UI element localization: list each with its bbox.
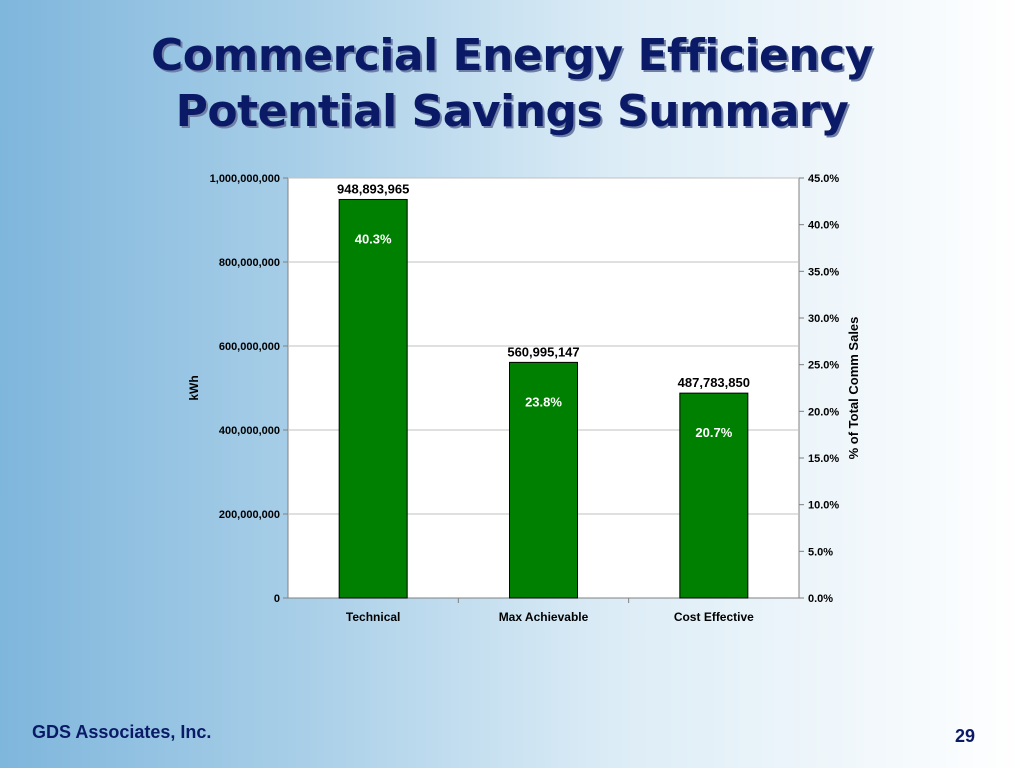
- slide-title: Commercial Energy Efficiency Potential S…: [0, 28, 1024, 140]
- bar-percent-label: 20.7%: [695, 425, 732, 440]
- y2-axis-title: % of Total Comm Sales: [846, 317, 861, 460]
- bar-value-label: 560,995,147: [507, 344, 579, 359]
- bar-percent-label: 40.3%: [355, 231, 392, 246]
- y-tick-label: 600,000,000: [219, 341, 280, 353]
- bar-technical: [338, 198, 408, 599]
- y2-tick-label: 15.0%: [808, 453, 839, 465]
- y2-tick-label: 5.0%: [808, 546, 833, 558]
- y2-tick-label: 20.0%: [808, 406, 839, 418]
- y-tick-label: 1,000,000,000: [210, 173, 280, 185]
- bar-percent-label: 23.8%: [525, 394, 562, 409]
- y-tick-label: 0: [274, 593, 280, 605]
- y2-tick-label: 30.0%: [808, 313, 839, 325]
- x-category-label: Cost Effective: [674, 610, 754, 624]
- footer-organization: GDS Associates, Inc.: [32, 722, 212, 742]
- y-tick-label: 800,000,000: [219, 257, 280, 269]
- y2-tick-label: 40.0%: [808, 220, 839, 232]
- x-category-label: Technical: [346, 610, 400, 624]
- x-category-label: Max Achievable: [499, 610, 589, 624]
- page-number: 29: [954, 726, 976, 746]
- bar-max-achievable: [509, 361, 578, 599]
- y-tick-label: 200,000,000: [219, 509, 280, 521]
- title-line-2: Potential Savings Summary: [175, 86, 849, 137]
- y2-tick-label: 25.0%: [808, 360, 839, 372]
- y2-tick-label: 45.0%: [808, 173, 839, 185]
- y2-tick-label: 10.0%: [808, 500, 839, 512]
- y2-tick-label: 0.0%: [808, 593, 833, 605]
- title-line-1: Commercial Energy Efficiency: [151, 30, 873, 81]
- y-tick-label: 400,000,000: [219, 425, 280, 437]
- bar-value-label: 948,893,965: [337, 181, 409, 196]
- bar-value-label: 487,783,850: [678, 375, 750, 390]
- y2-tick-label: 35.0%: [808, 266, 839, 278]
- bar-cost-effective: [679, 392, 749, 599]
- y-axis-title: kWh: [187, 375, 201, 400]
